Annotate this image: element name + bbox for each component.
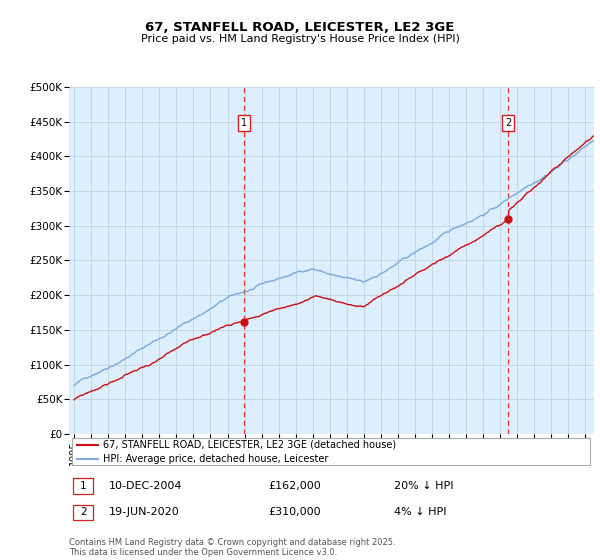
Text: 2: 2: [505, 118, 511, 128]
Text: 20% ↓ HPI: 20% ↓ HPI: [395, 481, 454, 491]
Text: 10-DEC-2004: 10-DEC-2004: [109, 481, 182, 491]
Text: £310,000: £310,000: [269, 507, 321, 517]
FancyBboxPatch shape: [73, 478, 93, 494]
FancyBboxPatch shape: [71, 438, 590, 465]
Text: Price paid vs. HM Land Registry's House Price Index (HPI): Price paid vs. HM Land Registry's House …: [140, 34, 460, 44]
Text: 19-JUN-2020: 19-JUN-2020: [109, 507, 179, 517]
Text: 67, STANFELL ROAD, LEICESTER, LE2 3GE (detached house): 67, STANFELL ROAD, LEICESTER, LE2 3GE (d…: [103, 440, 396, 450]
Text: 2: 2: [80, 507, 86, 517]
Text: Contains HM Land Registry data © Crown copyright and database right 2025.
This d: Contains HM Land Registry data © Crown c…: [69, 538, 395, 557]
Text: 4% ↓ HPI: 4% ↓ HPI: [395, 507, 447, 517]
Text: 1: 1: [241, 118, 247, 128]
Text: 67, STANFELL ROAD, LEICESTER, LE2 3GE: 67, STANFELL ROAD, LEICESTER, LE2 3GE: [145, 21, 455, 34]
Text: HPI: Average price, detached house, Leicester: HPI: Average price, detached house, Leic…: [103, 454, 329, 464]
FancyBboxPatch shape: [73, 505, 93, 520]
Text: 1: 1: [80, 481, 86, 491]
Text: £162,000: £162,000: [269, 481, 321, 491]
